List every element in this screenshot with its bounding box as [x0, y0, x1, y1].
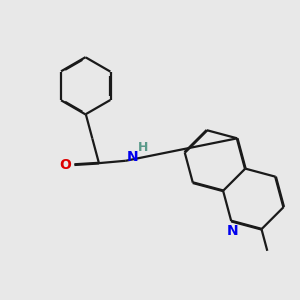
Text: O: O — [60, 158, 71, 172]
Text: N: N — [227, 224, 239, 238]
Text: N: N — [127, 150, 138, 164]
Text: H: H — [138, 141, 148, 154]
